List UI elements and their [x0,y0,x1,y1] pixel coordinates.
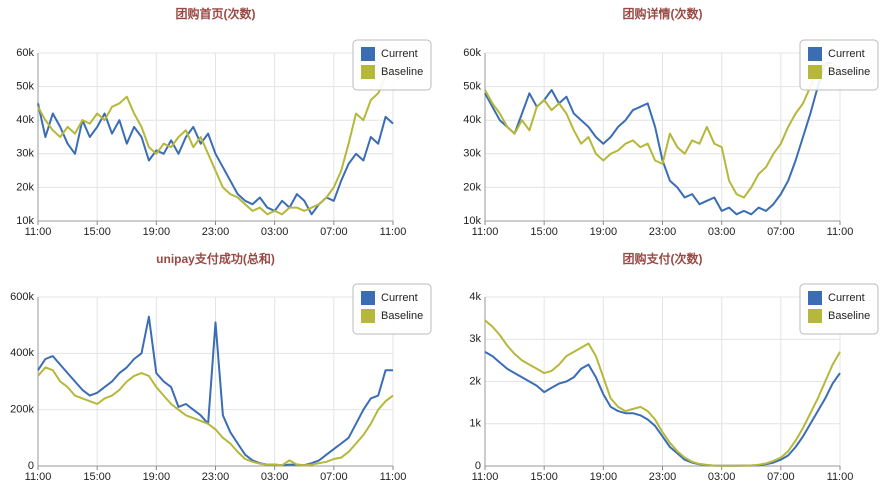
x-tick-label: 11:00 [380,471,407,483]
x-tick-label: 11:00 [827,226,854,238]
legend-swatch [361,65,375,79]
series-line [37,366,394,467]
y-tick-label: 20k [16,181,34,193]
x-tick-label: 19:00 [143,471,171,483]
y-tick-label: 2k [469,375,481,387]
x-tick-label: 03:00 [708,226,736,238]
chart-title: 团购首页(次数) [176,6,256,21]
x-tick-label: 11:00 [827,471,854,483]
y-tick-label: 30k [16,148,34,160]
x-tick-label: 23:00 [649,471,677,483]
x-tick-label: 15:00 [83,226,111,238]
legend-swatch [361,291,375,305]
y-tick-label: 50k [463,81,481,93]
y-tick-label: 50k [16,81,34,93]
x-tick-label: 19:00 [590,471,618,483]
y-tick-label: 200k [10,404,34,416]
x-tick-label: 19:00 [590,226,618,238]
x-tick-label: 11:00 [472,471,499,483]
series-line [484,62,841,199]
legend-swatch [808,291,822,305]
series-line [37,315,393,467]
x-tick-label: 07:00 [767,471,795,483]
y-tick-label: 20k [463,181,481,193]
y-tick-label: 30k [463,148,481,160]
y-tick-label: 10k [463,215,481,227]
x-tick-label: 23:00 [202,471,230,483]
legend-label: Current [828,48,865,60]
x-tick-label: 23:00 [202,226,230,238]
x-tick-label: 11:00 [25,226,52,238]
y-tick-label: 40k [463,114,481,126]
legend-label: Baseline [828,66,870,78]
x-tick-label: 15:00 [530,471,558,483]
x-tick-label: 07:00 [320,471,348,483]
legend-swatch [808,309,822,323]
legend-swatch [808,65,822,79]
x-tick-label: 03:00 [708,471,736,483]
x-tick-label: 07:00 [320,226,348,238]
legend-swatch [808,47,822,61]
legend-swatch [361,309,375,323]
chart-title: 团购详情(次数) [623,6,703,21]
legend-label: Baseline [381,66,423,78]
x-tick-label: 11:00 [25,471,52,483]
series-line [484,319,841,467]
x-tick-label: 03:00 [261,226,289,238]
legend-label: Baseline [381,310,423,322]
legend-swatch [361,47,375,61]
y-tick-label: 10k [16,215,34,227]
y-tick-label: 3k [469,333,481,345]
y-tick-label: 400k [10,347,34,359]
y-tick-label: 0 [28,460,34,472]
y-tick-label: 0 [475,460,481,472]
x-tick-label: 11:00 [380,226,407,238]
x-tick-label: 11:00 [472,226,499,238]
y-tick-label: 1k [469,418,481,430]
series-line [37,103,394,216]
chart-title: unipay支付成功(总和) [156,251,275,266]
legend-label: Current [828,292,865,304]
y-tick-label: 4k [469,291,481,303]
chart-title: 团购支付(次数) [623,251,703,266]
y-tick-label: 60k [463,47,481,59]
x-tick-label: 19:00 [143,226,171,238]
x-tick-label: 03:00 [261,471,289,483]
series-line [37,69,394,216]
y-tick-label: 40k [16,114,34,126]
legend-label: Baseline [828,310,870,322]
legend-label: Current [381,48,418,60]
x-tick-label: 23:00 [649,226,677,238]
series-line [484,351,841,467]
y-tick-label: 60k [16,47,34,59]
x-tick-label: 15:00 [530,226,558,238]
legend-label: Current [381,292,418,304]
y-tick-label: 600k [10,291,34,303]
x-tick-label: 15:00 [83,471,111,483]
x-tick-label: 07:00 [767,226,795,238]
